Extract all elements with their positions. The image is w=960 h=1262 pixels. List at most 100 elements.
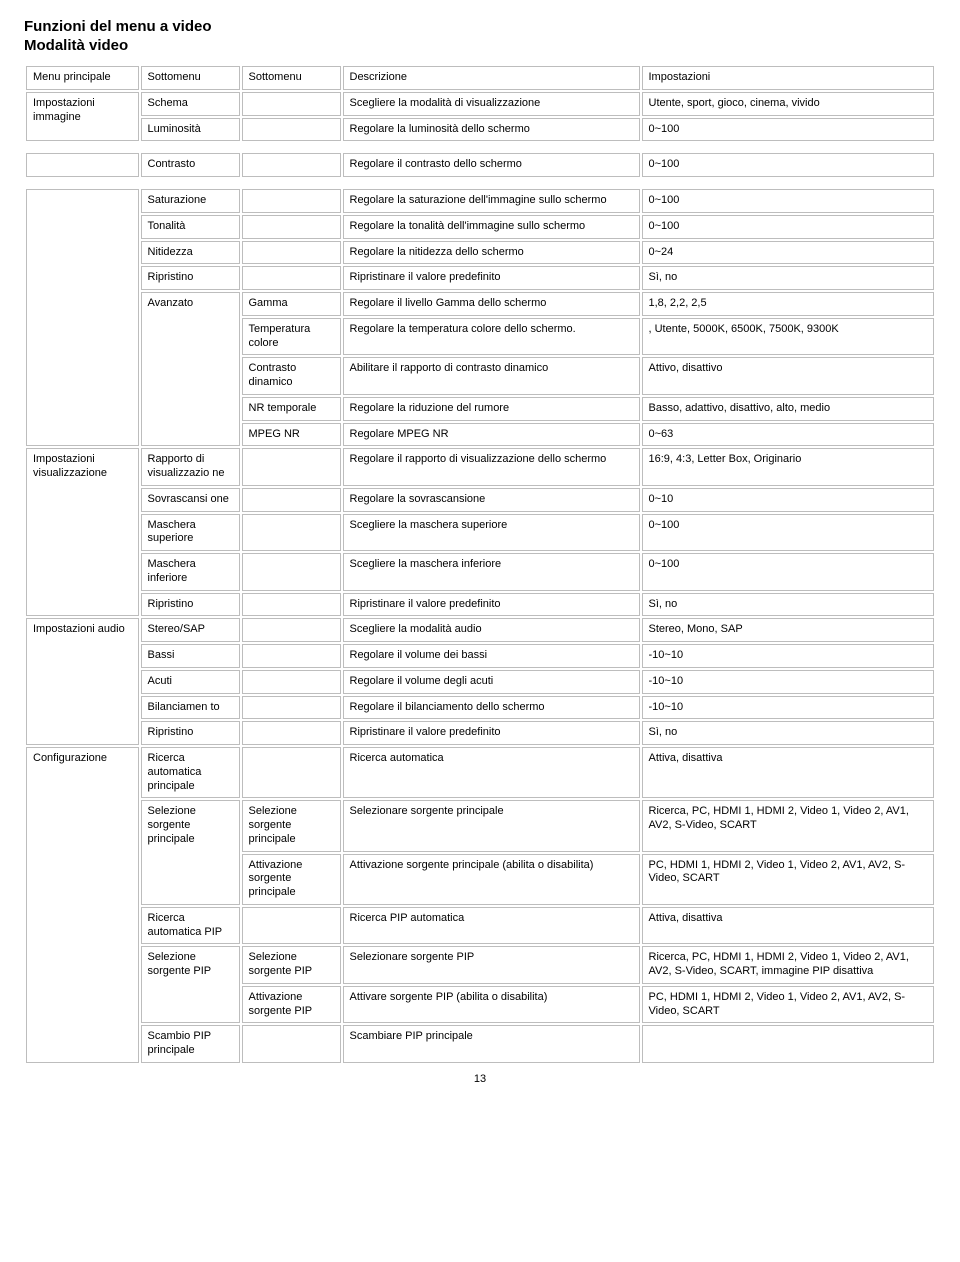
sm2-cell bbox=[242, 153, 341, 177]
hdr-sottomenu: Sottomenu bbox=[141, 66, 240, 90]
table-row: Bilanciamen to Regolare il bilanciamento… bbox=[26, 696, 934, 720]
sm-cell: Ricerca automatica PIP bbox=[141, 907, 240, 945]
desc-cell: Scegliere la modalità audio bbox=[343, 618, 640, 642]
table-row: Impostazioni immagine Schema Scegliere l… bbox=[26, 92, 934, 116]
sm-cell: Bilanciamen to bbox=[141, 696, 240, 720]
sm2-cell bbox=[242, 670, 341, 694]
set-cell: Stereo, Mono, SAP bbox=[642, 618, 935, 642]
desc-cell: Attivazione sorgente principale (abilita… bbox=[343, 854, 640, 905]
set-cell: 0~100 bbox=[642, 153, 935, 177]
sm2-cell bbox=[242, 92, 341, 116]
sm2-cell: NR temporale bbox=[242, 397, 341, 421]
desc-cell: Regolare il rapporto di visualizzazione … bbox=[343, 448, 640, 486]
desc-cell: Scegliere la maschera inferiore bbox=[343, 553, 640, 591]
sm2-cell bbox=[242, 721, 341, 745]
desc-cell: Ripristinare il valore predefinito bbox=[343, 593, 640, 617]
desc-cell: Ripristinare il valore predefinito bbox=[343, 266, 640, 290]
set-cell: PC, HDMI 1, HDMI 2, Video 1, Video 2, AV… bbox=[642, 986, 935, 1024]
table-row: Impostazioni visualizzazione Rapporto di… bbox=[26, 448, 934, 486]
desc-cell: Regolare la temperatura colore dello sch… bbox=[343, 318, 640, 356]
table-row: Selezione sorgente principale Selezione … bbox=[26, 800, 934, 851]
set-cell: Basso, adattivo, disattivo, alto, medio bbox=[642, 397, 935, 421]
table-row: Sovrascansi one Regolare la sovrascansio… bbox=[26, 488, 934, 512]
sm2-cell: Contrasto dinamico bbox=[242, 357, 341, 395]
desc-cell: Regolare il bilanciamento dello schermo bbox=[343, 696, 640, 720]
sm-cell: Ripristino bbox=[141, 266, 240, 290]
table-row: Acuti Regolare il volume degli acuti -10… bbox=[26, 670, 934, 694]
sm2-cell bbox=[242, 448, 341, 486]
sm2-cell bbox=[242, 907, 341, 945]
desc-cell: Ricerca PIP automatica bbox=[343, 907, 640, 945]
table-row: Scambio PIP principale Scambiare PIP pri… bbox=[26, 1025, 934, 1063]
sm2-cell bbox=[242, 118, 341, 142]
sm-cell: Acuti bbox=[141, 670, 240, 694]
set-cell: , Utente, 5000K, 6500K, 7500K, 9300K bbox=[642, 318, 935, 356]
sm2-cell bbox=[242, 553, 341, 591]
table-row: Luminosità Regolare la luminosità dello … bbox=[26, 118, 934, 142]
desc-cell: Regolare la sovrascansione bbox=[343, 488, 640, 512]
table-header-row: Menu principale Sottomenu Sottomenu Desc… bbox=[26, 66, 934, 90]
desc-cell: Ricerca automatica bbox=[343, 747, 640, 798]
set-cell: Attiva, disattiva bbox=[642, 747, 935, 798]
sm-cell: Bassi bbox=[141, 644, 240, 668]
table-row: Maschera inferiore Scegliere la maschera… bbox=[26, 553, 934, 591]
desc-cell: Regolare la nitidezza dello schermo bbox=[343, 241, 640, 265]
sm-cell: Ricerca automatica principale bbox=[141, 747, 240, 798]
set-cell: Attivo, disattivo bbox=[642, 357, 935, 395]
sm-cell: Contrasto bbox=[141, 153, 240, 177]
sm-cell: Selezione sorgente principale bbox=[141, 800, 240, 905]
sm2-cell bbox=[242, 514, 341, 552]
set-cell: Sì, no bbox=[642, 266, 935, 290]
set-cell: Utente, sport, gioco, cinema, vivido bbox=[642, 92, 935, 116]
sm-cell: Stereo/SAP bbox=[141, 618, 240, 642]
table-row: Saturazione Regolare la saturazione dell… bbox=[26, 189, 934, 213]
sm2-cell: Attivazione sorgente PIP bbox=[242, 986, 341, 1024]
table-row: Configurazione Ricerca automatica princi… bbox=[26, 747, 934, 798]
mp-cfg: Configurazione bbox=[26, 747, 139, 1063]
set-cell: 0~24 bbox=[642, 241, 935, 265]
set-cell: -10~10 bbox=[642, 696, 935, 720]
set-cell: -10~10 bbox=[642, 644, 935, 668]
desc-cell: Regolare il volume degli acuti bbox=[343, 670, 640, 694]
page-title-1: Funzioni del menu a video bbox=[24, 18, 936, 35]
table-row: Ripristino Ripristinare il valore predef… bbox=[26, 721, 934, 745]
table-row: Nitidezza Regolare la nitidezza dello sc… bbox=[26, 241, 934, 265]
set-cell: -10~10 bbox=[642, 670, 935, 694]
table-row: Selezione sorgente PIP Selezione sorgent… bbox=[26, 946, 934, 984]
sm-cell: Luminosità bbox=[141, 118, 240, 142]
hdr-menu-principale: Menu principale bbox=[26, 66, 139, 90]
table-row: Impostazioni audio Stereo/SAP Scegliere … bbox=[26, 618, 934, 642]
sm2-cell: Temperatura colore bbox=[242, 318, 341, 356]
desc-cell: Ripristinare il valore predefinito bbox=[343, 721, 640, 745]
mp-cell bbox=[26, 189, 139, 446]
sm2-cell bbox=[242, 215, 341, 239]
sm-cell: Scambio PIP principale bbox=[141, 1025, 240, 1063]
sm2-cell: Selezione sorgente PIP bbox=[242, 946, 341, 984]
sm-cell: Nitidezza bbox=[141, 241, 240, 265]
page-number: 13 bbox=[24, 1073, 936, 1085]
table-row: Contrasto Regolare il contrasto dello sc… bbox=[26, 153, 934, 177]
sm2-cell bbox=[242, 618, 341, 642]
set-cell: Ricerca, PC, HDMI 1, HDMI 2, Video 1, Vi… bbox=[642, 800, 935, 851]
menu-table-1: Menu principale Sottomenu Sottomenu Desc… bbox=[24, 64, 936, 143]
sm2-cell bbox=[242, 189, 341, 213]
set-cell: 0~100 bbox=[642, 189, 935, 213]
mp-disp: Impostazioni visualizzazione bbox=[26, 448, 139, 616]
set-cell: Attiva, disattiva bbox=[642, 907, 935, 945]
set-cell: 1,8, 2,2, 2,5 bbox=[642, 292, 935, 316]
table-row: Ripristino Ripristinare il valore predef… bbox=[26, 266, 934, 290]
desc-cell: Selezionare sorgente PIP bbox=[343, 946, 640, 984]
sm-cell: Tonalità bbox=[141, 215, 240, 239]
sm-cell: Ripristino bbox=[141, 593, 240, 617]
sm2-cell bbox=[242, 488, 341, 512]
table-row: Bassi Regolare il volume dei bassi -10~1… bbox=[26, 644, 934, 668]
table-row: Ricerca automatica PIP Ricerca PIP autom… bbox=[26, 907, 934, 945]
desc-cell: Attivare sorgente PIP (abilita o disabil… bbox=[343, 986, 640, 1024]
sm2-cell bbox=[242, 696, 341, 720]
sm-cell: Rapporto di visualizzazio ne bbox=[141, 448, 240, 486]
set-cell: 0~100 bbox=[642, 514, 935, 552]
sm-avanzato: Avanzato bbox=[141, 292, 240, 446]
desc-cell: Selezionare sorgente principale bbox=[343, 800, 640, 851]
sm2-cell bbox=[242, 644, 341, 668]
desc-cell: Scegliere la modalità di visualizzazione bbox=[343, 92, 640, 116]
